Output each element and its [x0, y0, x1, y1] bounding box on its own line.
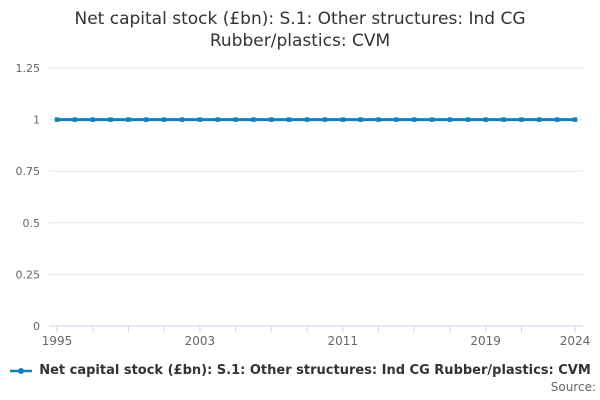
x-tick-label: 1995: [42, 334, 73, 348]
data-point-marker[interactable]: [215, 117, 221, 122]
data-point-marker[interactable]: [90, 117, 95, 122]
y-tick-label: 0.75: [16, 165, 41, 178]
y-tick-label: 0: [33, 320, 40, 333]
y-tick-label: 1: [33, 114, 40, 127]
x-tick-label: 2019: [470, 334, 501, 348]
data-point-marker[interactable]: [144, 117, 149, 122]
data-point-marker[interactable]: [286, 117, 292, 122]
data-point-marker[interactable]: [54, 117, 60, 122]
data-point-marker[interactable]: [483, 117, 488, 122]
legend-item[interactable]: Net capital stock (£bn): S.1: Other stru…: [9, 363, 591, 378]
data-point-marker[interactable]: [304, 117, 310, 122]
legend-line-icon: [10, 367, 33, 374]
data-point-marker[interactable]: [251, 117, 256, 122]
x-tick-label: 2003: [185, 334, 216, 348]
x-tick-label: 2011: [328, 334, 359, 348]
data-point-marker[interactable]: [358, 117, 363, 122]
data-point-marker[interactable]: [429, 117, 435, 122]
data-point-marker[interactable]: [572, 117, 578, 122]
data-point-marker[interactable]: [394, 117, 399, 122]
data-point-marker[interactable]: [72, 117, 78, 122]
data-point-marker[interactable]: [501, 117, 506, 122]
data-point-marker[interactable]: [537, 117, 542, 122]
data-point-marker[interactable]: [519, 117, 524, 122]
chart-title-line2: Rubber/plastics: CVM: [209, 31, 391, 51]
x-tick-label: 2024: [560, 334, 591, 348]
data-point-marker[interactable]: [447, 117, 453, 122]
source-label: Source:: [550, 380, 596, 394]
y-tick-label: 0.5: [23, 217, 41, 230]
data-point-marker[interactable]: [465, 117, 471, 122]
chart-title-line1: Net capital stock (£bn): S.1: Other stru…: [74, 9, 526, 29]
data-point-marker[interactable]: [322, 117, 328, 122]
data-point-marker[interactable]: [108, 117, 113, 122]
y-tick-label: 0.25: [16, 268, 41, 281]
data-point-marker[interactable]: [179, 117, 185, 122]
legend-label: Net capital stock (£bn): S.1: Other stru…: [39, 363, 591, 378]
data-point-marker[interactable]: [233, 117, 238, 122]
data-point-marker[interactable]: [126, 117, 131, 122]
plot-area: 0 0.25 0.5 0.75 1 1.25 1995 2003 2011 2019 2024: [16, 62, 591, 348]
chart-title: Net capital stock (£bn): S.1: Other stru…: [0, 8, 600, 52]
data-point-marker[interactable]: [161, 117, 167, 122]
legend: Net capital stock (£bn): S.1: Other stru…: [0, 363, 600, 378]
data-point-marker[interactable]: [340, 117, 346, 122]
data-point-marker[interactable]: [269, 117, 274, 122]
data-point-marker[interactable]: [376, 117, 381, 122]
y-tick-label: 1.25: [16, 62, 41, 75]
data-point-marker[interactable]: [554, 117, 560, 122]
data-point-marker[interactable]: [197, 117, 203, 122]
data-point-marker[interactable]: [411, 117, 417, 122]
